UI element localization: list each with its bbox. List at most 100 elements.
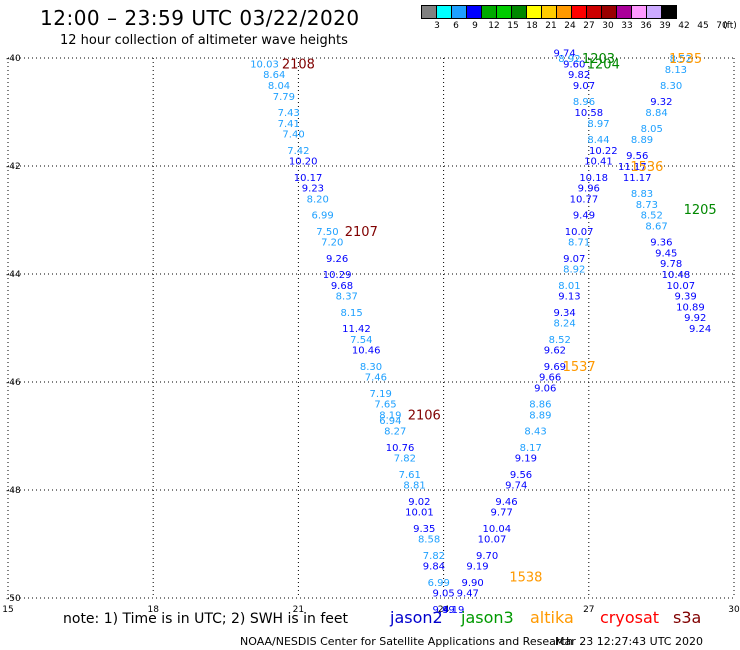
- wave-height-value: 11.17: [623, 173, 652, 184]
- wave-height-value: 8.05: [641, 124, 663, 135]
- wave-height-value: 10.07: [565, 227, 594, 238]
- wave-height-value: 9.13: [558, 292, 580, 303]
- wave-height-value: 9.77: [491, 508, 513, 519]
- color-scale-label: 18: [526, 21, 538, 31]
- wave-height-value: 7.41: [278, 119, 300, 130]
- color-scale-label: 30: [602, 21, 614, 31]
- wave-height-value: 9.74: [505, 481, 527, 492]
- wave-height-value: 10.18: [579, 173, 608, 184]
- wave-height-value: 9.70: [476, 551, 498, 562]
- wave-height-value: 7.82: [394, 454, 416, 465]
- x-tick-label: 18: [147, 605, 159, 615]
- wave-height-value: 8.24: [553, 319, 575, 330]
- pass-number-label: 1205: [684, 203, 717, 218]
- wave-height-value: 9.60: [563, 59, 585, 70]
- wave-height-value: 9.82: [568, 70, 590, 81]
- wave-height-value: 9.26: [326, 254, 348, 265]
- wave-height-value: 7.54: [350, 335, 372, 346]
- wave-height-value: 10.07: [478, 535, 507, 546]
- y-tick-label: -40: [6, 54, 21, 64]
- wave-height-value: 9.32: [650, 97, 672, 108]
- wave-height-value: 8.84: [645, 108, 667, 119]
- wave-height-value: 7.42: [287, 146, 309, 157]
- wave-height-value: 8.92: [558, 54, 580, 65]
- color-scale-labels: 3 6 9 12 15 18 21 24 27 30 33 36 39 42 45 70 (ft): [422, 21, 740, 33]
- wave-height-value: 9.74: [553, 49, 575, 60]
- wave-height-value: 10.20: [289, 157, 318, 168]
- page-title: 12:00 – 23:59 UTC 03/22/2020: [40, 6, 360, 30]
- wave-height-value: 9.90: [462, 578, 484, 589]
- wave-height-value: 8.13: [665, 65, 687, 76]
- y-tick-label: -42: [6, 162, 21, 172]
- y-tick-label: -48: [6, 486, 21, 496]
- color-scale-label: 9: [472, 21, 478, 31]
- wave-height-value: 9.36: [650, 238, 672, 249]
- wave-height-value: 8.89: [529, 410, 551, 421]
- pass-number-label: 2106: [408, 408, 441, 423]
- wave-height-value: 9.49: [573, 211, 595, 222]
- wave-height-value: 11.17: [618, 162, 647, 173]
- color-scale-label: 70: [716, 21, 728, 31]
- color-scale-label: 36: [640, 21, 652, 31]
- legend-item-s3a: s3a: [673, 608, 702, 627]
- wave-height-value: 8.30: [360, 362, 382, 373]
- color-scale-label: 6: [453, 21, 459, 31]
- wave-height-value: 8.52: [670, 54, 692, 65]
- wave-height-value: 9.19: [442, 605, 464, 616]
- wave-height-value: 8.19: [379, 410, 401, 421]
- color-scale-label: 24: [564, 21, 576, 31]
- wave-height-value: 10.01: [405, 508, 434, 519]
- wave-height-value: 10.07: [666, 281, 695, 292]
- wave-height-value: 8.96: [573, 97, 595, 108]
- color-scale-label: 3: [434, 21, 440, 31]
- y-tick-label: -44: [6, 270, 21, 280]
- wave-height-value: 9.49: [432, 605, 454, 616]
- pass-number-label: 1536: [630, 160, 663, 175]
- color-scale-label: 33: [621, 21, 633, 31]
- wave-height-value: 10.58: [574, 108, 603, 119]
- pass-number-label: 2108: [282, 57, 315, 72]
- wave-height-value: 9.19: [515, 454, 537, 465]
- x-tick-label: 27: [583, 605, 594, 615]
- wave-height-value: 8.30: [660, 81, 682, 92]
- wave-height-value: 7.20: [321, 238, 343, 249]
- x-tick-label: 30: [728, 605, 740, 615]
- wave-height-value: 10.04: [483, 524, 512, 535]
- pass-number-label: 2107: [345, 225, 378, 240]
- x-tick-label: 15: [2, 605, 13, 615]
- wave-height-value: 10.29: [323, 270, 352, 281]
- color-scale-label: 21: [545, 21, 557, 31]
- wave-height-value: 9.96: [578, 184, 600, 195]
- wave-height-value: 8.17: [520, 443, 542, 454]
- color-scale-label: 42: [678, 21, 690, 31]
- wave-height-value: 9.62: [544, 346, 566, 357]
- wave-height-value: 8.52: [549, 335, 571, 346]
- color-scale-unit: (ft): [723, 21, 737, 31]
- wave-height-value: 7.82: [423, 551, 445, 562]
- color-scale-label: 27: [583, 21, 595, 31]
- y-tick-label: -46: [6, 378, 21, 388]
- pass-number-label: 1204: [587, 57, 620, 72]
- wave-height-value: 9.84: [423, 562, 445, 573]
- x-tick-label: 24: [438, 605, 450, 615]
- wave-height-value: 8.92: [563, 265, 585, 276]
- wave-height-value: 6.99: [428, 578, 450, 589]
- wave-height-value: 9.24: [689, 324, 711, 335]
- timestamp-text: Mar 23 12:27:43 UTC 2020: [555, 635, 703, 648]
- wave-height-value: 8.52: [641, 211, 663, 222]
- legend-item-cryosat: cryosat: [600, 608, 660, 627]
- wave-height-value: 7.50: [316, 227, 338, 238]
- wave-height-value: 7.61: [399, 470, 421, 481]
- wave-height-value: 8.67: [645, 221, 667, 232]
- wave-height-value: 9.47: [457, 589, 479, 600]
- pass-number-label: 1535: [669, 52, 702, 67]
- color-scale-cell: [661, 5, 677, 19]
- color-scale-label: 12: [488, 21, 500, 31]
- wave-height-value: 10.17: [294, 173, 323, 184]
- footer-note: note: 1) Time is in UTC; 2) SWH is in fe…: [63, 611, 349, 627]
- wave-height-value: 9.56: [510, 470, 532, 481]
- wave-height-value: 6.94: [379, 416, 401, 427]
- color-scale-label: 45: [697, 21, 709, 31]
- wave-height-value: 9.35: [413, 524, 435, 535]
